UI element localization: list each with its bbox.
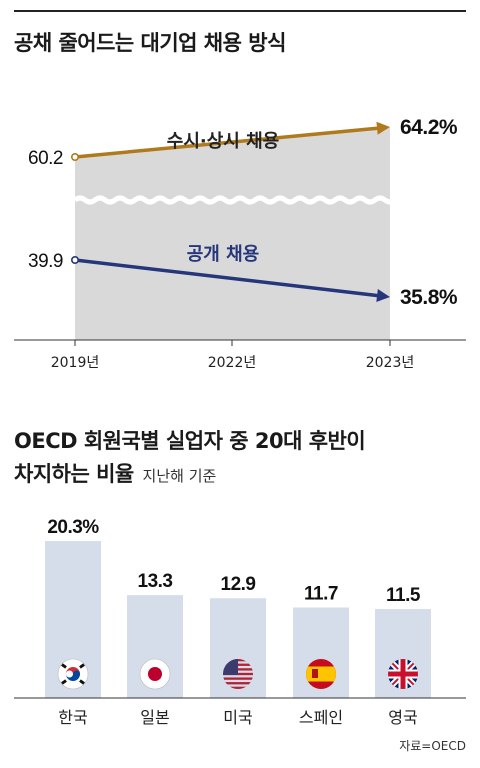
- korea-flag-icon: [57, 658, 89, 690]
- series-low-end-label: 35.8%: [400, 286, 458, 309]
- category-label: 한국: [58, 708, 87, 727]
- bar-2: [210, 598, 266, 698]
- flag-body: [306, 659, 336, 689]
- flag-yellow: [306, 666, 336, 682]
- category-label: 영국: [388, 708, 417, 727]
- series-high-start-point: [71, 153, 80, 162]
- japan-flag-icon: [139, 658, 171, 690]
- coat-of-arms: [312, 669, 318, 678]
- axis-break: [73, 195, 397, 205]
- x-tick-label: 2019년: [51, 355, 100, 371]
- spain-flag-icon: [306, 659, 336, 689]
- series-high-arrowhead: [376, 121, 390, 135]
- cross-red: [400, 659, 406, 689]
- source-note: 자료=OECD: [399, 739, 466, 753]
- oecd-unemployment-chart: 20.3% 한국 13.3 일본 12.9 미국 11.7 스페인 11.5 영국: [14, 517, 466, 727]
- top-rule: [14, 10, 466, 12]
- series-high-end-label: 64.2%: [400, 116, 458, 139]
- chart2-title-line1: OECD 회원국별 실업자 중 20대 후반이: [14, 429, 366, 453]
- trigram: [61, 679, 67, 685]
- series-low-name: 공개 채용: [187, 244, 260, 265]
- trigram: [79, 679, 85, 685]
- chart2-subtitle: 지난해 기준: [142, 467, 217, 485]
- series-high-name: 수시·상시 채용: [167, 131, 279, 152]
- stripe: [223, 682, 253, 685]
- trigram: [79, 663, 85, 669]
- series-low-start-label: 39.9: [28, 251, 63, 272]
- bar-value-label: 20.3%: [47, 517, 99, 538]
- series-high-line: [74, 126, 381, 159]
- bar-value-label: 11.7: [304, 584, 338, 605]
- chart2-title-line2: 차지하는 비율: [14, 462, 134, 486]
- taeguk-blue: [66, 670, 80, 681]
- series-high-start-label: 60.2: [28, 148, 63, 169]
- bar-value-label: 13.3: [138, 571, 173, 592]
- chart1-title: 공채 줄어드는 대기업 채용 방식: [14, 31, 286, 55]
- chart2-title: OECD 회원국별 실업자 중 20대 후반이 차지하는 비율 지난해 기준: [14, 425, 366, 493]
- uk-flag-icon: [388, 659, 418, 689]
- series-low-arrowhead: [376, 289, 390, 302]
- stripe: [223, 686, 253, 689]
- rising-sun: [148, 667, 162, 681]
- x-tick-label: 2022년: [208, 355, 257, 371]
- flag-body: [388, 659, 418, 689]
- series-low-start-point: [71, 256, 80, 265]
- recruitment-method-chart: 2019년 2022년 2023년 60.2 64.2% 수시·상시 채용 39.9 35.8…: [14, 116, 466, 371]
- series-low-line: [74, 258, 381, 298]
- x-tick-label: 2023년: [366, 355, 415, 371]
- stripe: [223, 677, 253, 680]
- category-label: 미국: [223, 708, 252, 727]
- category-label: 일본: [140, 708, 169, 727]
- bar-value-label: 12.9: [221, 574, 256, 595]
- bar-value-label: 11.5: [386, 585, 421, 606]
- trigram: [61, 663, 67, 669]
- area-fill: [75, 127, 390, 340]
- category-label: 스페인: [299, 708, 343, 727]
